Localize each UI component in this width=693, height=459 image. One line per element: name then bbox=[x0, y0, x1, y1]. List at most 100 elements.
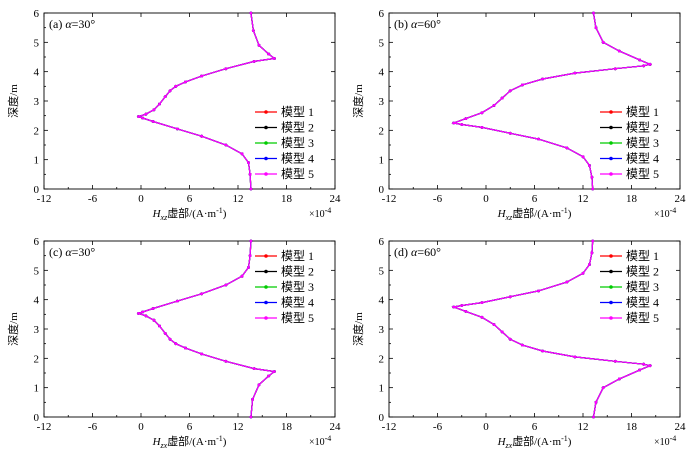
x-axis-label: Hxz虚部/(A·m-1) bbox=[497, 206, 572, 222]
series-point bbox=[500, 96, 504, 100]
x-tick-label: 12 bbox=[233, 421, 244, 433]
series-point bbox=[200, 292, 204, 296]
series-point bbox=[152, 108, 156, 112]
series-line bbox=[451, 12, 653, 190]
x-label-var: H bbox=[497, 436, 507, 448]
series-point bbox=[249, 415, 253, 419]
series-point bbox=[500, 330, 504, 334]
series-point bbox=[617, 377, 621, 381]
x-tick-label: -12 bbox=[382, 421, 397, 433]
x-tick-label: 24 bbox=[330, 421, 342, 433]
legend-label: 模型 5 bbox=[626, 167, 659, 181]
y-tick-label: 6 bbox=[379, 8, 385, 20]
x-label-rest: 虚部/(A·m bbox=[512, 434, 561, 448]
series-line bbox=[136, 240, 276, 418]
series-point bbox=[240, 152, 244, 156]
series-point bbox=[591, 239, 595, 243]
series-line bbox=[451, 240, 653, 418]
x-label-rest: 虚部/(A·m bbox=[167, 206, 216, 220]
series-5 bbox=[136, 11, 276, 191]
legend-swatch-marker bbox=[609, 285, 613, 289]
x-tick-label: 6 bbox=[187, 421, 193, 433]
series-point bbox=[537, 137, 540, 141]
legend-swatch-marker bbox=[264, 141, 268, 145]
series-point bbox=[581, 155, 585, 159]
x-tick-label: 6 bbox=[532, 421, 538, 433]
x-label-close: ) bbox=[568, 208, 572, 220]
series-point bbox=[648, 364, 652, 368]
series-point bbox=[541, 77, 544, 81]
series-point bbox=[248, 254, 252, 258]
series-line bbox=[136, 12, 276, 190]
x-label-close: ) bbox=[568, 436, 572, 448]
y-tick-label: 6 bbox=[34, 236, 40, 248]
x-multiplier-base: ×10 bbox=[309, 437, 325, 448]
series-point bbox=[267, 52, 271, 56]
series-point bbox=[168, 337, 172, 341]
series-point bbox=[638, 58, 641, 62]
series-point bbox=[152, 318, 156, 322]
series-point bbox=[573, 71, 577, 75]
x-label-rest: 虚部/(A·m bbox=[512, 206, 561, 220]
series-point bbox=[200, 74, 204, 78]
y-axis-label: 深度/m bbox=[351, 84, 365, 118]
series-4 bbox=[451, 11, 653, 191]
series-point bbox=[200, 352, 204, 356]
y-tick-label: 5 bbox=[34, 37, 40, 49]
panel-label-prefix: (b) bbox=[394, 17, 411, 31]
x-tick-label: 12 bbox=[233, 193, 244, 205]
legend-swatch-marker bbox=[609, 269, 613, 274]
series-1 bbox=[136, 239, 276, 419]
x-label-sub: zx bbox=[505, 441, 513, 450]
legend-swatch-marker bbox=[264, 110, 268, 114]
series-point bbox=[175, 299, 179, 303]
legend-label: 模型 4 bbox=[626, 152, 659, 166]
panel-label: (a) α=30° bbox=[49, 17, 95, 31]
panel-label-value: =30° bbox=[72, 245, 96, 259]
y-tick-label: 5 bbox=[379, 265, 385, 277]
series-point bbox=[492, 104, 496, 107]
x-label-sup: -1 bbox=[216, 434, 223, 443]
series-line bbox=[136, 12, 276, 190]
series-5 bbox=[136, 239, 276, 419]
y-tick-label: 6 bbox=[34, 8, 40, 20]
x-tick-label: 12 bbox=[578, 193, 589, 205]
series-5 bbox=[451, 239, 653, 419]
y-tick-label: 1 bbox=[34, 383, 40, 395]
panel-label-prefix: (a) bbox=[49, 17, 65, 31]
series-point bbox=[591, 187, 595, 191]
y-tick-label: 0 bbox=[379, 184, 385, 196]
legend-label: 模型 3 bbox=[281, 280, 314, 294]
legend-swatch-marker bbox=[609, 156, 613, 161]
series-point bbox=[520, 343, 524, 347]
legend: 模型 1 模型 2模型 3 模型 4模型 5 bbox=[600, 249, 659, 325]
y-tick-label: 3 bbox=[379, 324, 385, 336]
x-tick-label: -6 bbox=[433, 421, 443, 433]
series-line bbox=[136, 240, 276, 418]
series-3 bbox=[136, 11, 276, 191]
legend-label: 模型 1 bbox=[626, 105, 659, 119]
y-axis-label: 深度/m bbox=[351, 312, 365, 346]
legend-label: 模型 2 bbox=[281, 265, 314, 279]
series-line bbox=[451, 12, 653, 190]
series-point bbox=[137, 312, 140, 315]
series-2 bbox=[451, 239, 653, 419]
series-line bbox=[136, 12, 276, 190]
x-multiplier-base: ×10 bbox=[309, 209, 325, 220]
x-tick-label: -6 bbox=[88, 421, 98, 433]
x-label-sup: -1 bbox=[561, 206, 568, 215]
x-label-rest: 虚部/(A·m bbox=[167, 434, 216, 448]
legend-swatch-marker bbox=[609, 141, 613, 145]
panel-label-value: =30° bbox=[72, 17, 96, 31]
series-point bbox=[594, 26, 598, 30]
series-point bbox=[252, 367, 256, 370]
y-tick-label: 1 bbox=[34, 155, 40, 167]
series-point bbox=[588, 263, 591, 266]
series-2 bbox=[136, 11, 276, 191]
x-tick-label: 0 bbox=[483, 421, 489, 433]
legend-label: 模型 2 bbox=[281, 121, 314, 135]
series-point bbox=[480, 111, 484, 115]
series-point bbox=[144, 112, 148, 116]
series-point bbox=[184, 346, 187, 350]
